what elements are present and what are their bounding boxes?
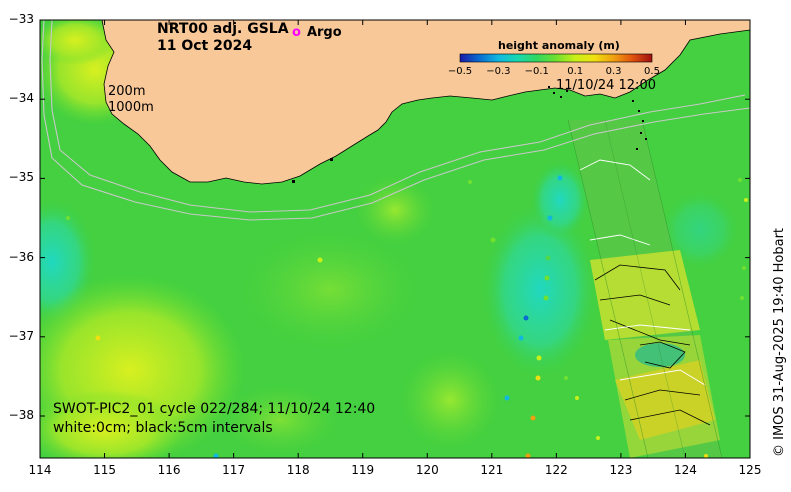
contour-labels: 200m 1000m (108, 84, 154, 116)
argo-label: Argo (306, 25, 342, 40)
credit-text: © IMOS 31-Aug-2025 19:40 Hobart (772, 227, 787, 457)
colorbar-scale (459, 53, 653, 63)
y-tick-label: −36 (8, 249, 34, 264)
map-title-line2: 11 Oct 2024 (157, 38, 253, 54)
pass-info-line: SWOT-PIC2_01 cycle 022/284; 11/10/24 12:… (53, 401, 376, 417)
colorbar-tick-label: −0.3 (486, 66, 511, 77)
axis-ticks (39, 19, 751, 458)
colorbar-tick-label: 0.5 (644, 66, 660, 77)
argo-legend: o Argo (292, 25, 342, 40)
x-tick-label: 116 (157, 463, 181, 477)
x-tick-label: 119 (351, 463, 375, 477)
x-tick-label: 122 (544, 463, 568, 477)
y-tick-label: −34 (8, 91, 34, 106)
y-tick-label: −37 (8, 328, 34, 343)
y-tick-label: −33 (8, 12, 34, 26)
colorbar-tick-label: −0.5 (447, 66, 473, 77)
colorbar-tick-labels: −0.5 −0.3 −0.1 0.1 0.3 0.5 (0, 66, 791, 80)
colorbar-tick-label: −0.1 (524, 66, 549, 77)
map-title-line1: NRT00 adj. GSLA (157, 21, 289, 37)
plot-frame (39, 19, 751, 459)
altimeter-track-points (66, 175, 748, 458)
contour-label-200m: 200m (108, 84, 146, 99)
x-tick-label: 123 (609, 463, 633, 477)
x-tick-label: 117 (222, 463, 246, 477)
colorbar-title: height anomaly (m) (498, 39, 620, 52)
argo-marker-icon: o (292, 25, 301, 40)
map-title: NRT00 adj. GSLA 11 Oct 2024 (157, 21, 289, 55)
x-tick-label: 124 (674, 463, 697, 477)
offshore-islands (292, 86, 647, 183)
x-tick-label: 115 (93, 463, 116, 477)
anomaly-cyan-central (480, 200, 600, 380)
swath-timestamp: 11/10/24 12:00 (556, 78, 656, 93)
contour-1000m (41, 20, 750, 221)
x-tick-label: 120 (415, 463, 439, 477)
x-tick-label: 118 (286, 463, 310, 477)
y-tick-label: −38 (8, 408, 34, 422)
x-tick-label: 121 (480, 463, 504, 477)
contour-label-1000m: 1000m (108, 100, 154, 115)
x-tick-label: 114 (28, 463, 52, 477)
colorbar-tick-label: 0.1 (567, 66, 584, 77)
contour-info-line: white:0cm; black:5cm intervals (53, 420, 273, 436)
swot-swath (567, 119, 723, 458)
contour-200m (49, 20, 746, 213)
colorbar-tick-label: 0.3 (605, 66, 622, 77)
x-tick-label: 125 (738, 463, 762, 477)
pass-info: SWOT-PIC2_01 cycle 022/284; 11/10/24 12:… (53, 400, 375, 438)
y-tick-label: −35 (8, 170, 34, 185)
